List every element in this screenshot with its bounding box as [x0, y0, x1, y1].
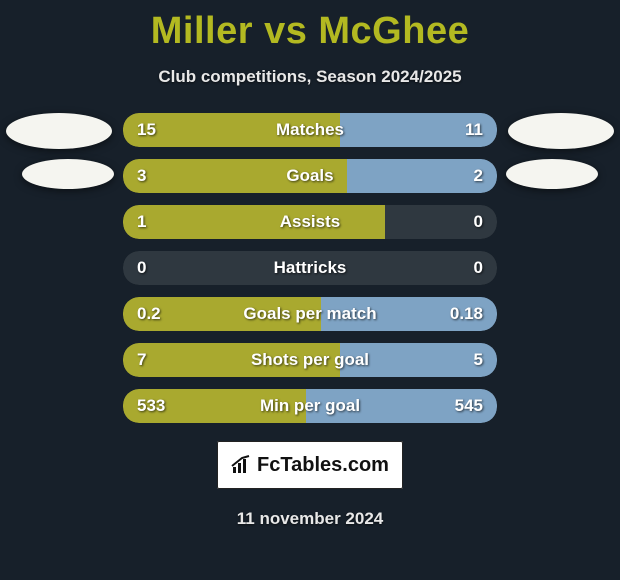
chart-icon [231, 455, 253, 475]
logo-text: FcTables.com [257, 454, 389, 477]
team-badge-left [6, 113, 112, 149]
stat-fill-right [340, 343, 497, 377]
stat-row: 0.2Goals per match0.18 [123, 297, 497, 331]
stat-row: 1Assists0 [123, 205, 497, 239]
stat-fill-left [123, 113, 340, 147]
stat-fill-left [123, 343, 340, 377]
stat-row: 7Shots per goal5 [123, 343, 497, 377]
team-badge-right [508, 113, 614, 149]
logo: FcTables.com [231, 454, 389, 477]
stat-fill-right [306, 389, 497, 423]
subtitle: Club competitions, Season 2024/2025 [0, 67, 620, 87]
stat-fill-right [340, 113, 497, 147]
date: 11 november 2024 [0, 509, 620, 529]
stat-fill-right [321, 297, 497, 331]
stat-row: 0Hattricks0 [123, 251, 497, 285]
stat-fill-left [123, 205, 385, 239]
stat-row: 3Goals2 [123, 159, 497, 193]
page-title: Miller vs McGhee [0, 0, 620, 53]
stat-fill-left [123, 159, 347, 193]
team-badge-right [506, 159, 598, 189]
stat-fill-left [123, 389, 306, 423]
stat-fill-left [123, 297, 321, 331]
stat-row: 15Matches11 [123, 113, 497, 147]
stat-rows: 15Matches11 3Goals2 1Assists0 0Hattricks0 0.… [123, 113, 497, 423]
stat-fill-right [347, 159, 497, 193]
logo-box: FcTables.com [217, 441, 403, 489]
stat-row: 533Min per goal545 [123, 389, 497, 423]
team-badge-left [22, 159, 114, 189]
stats-area: 15Matches11 3Goals2 1Assists0 0Hattricks0 0.… [0, 113, 620, 423]
